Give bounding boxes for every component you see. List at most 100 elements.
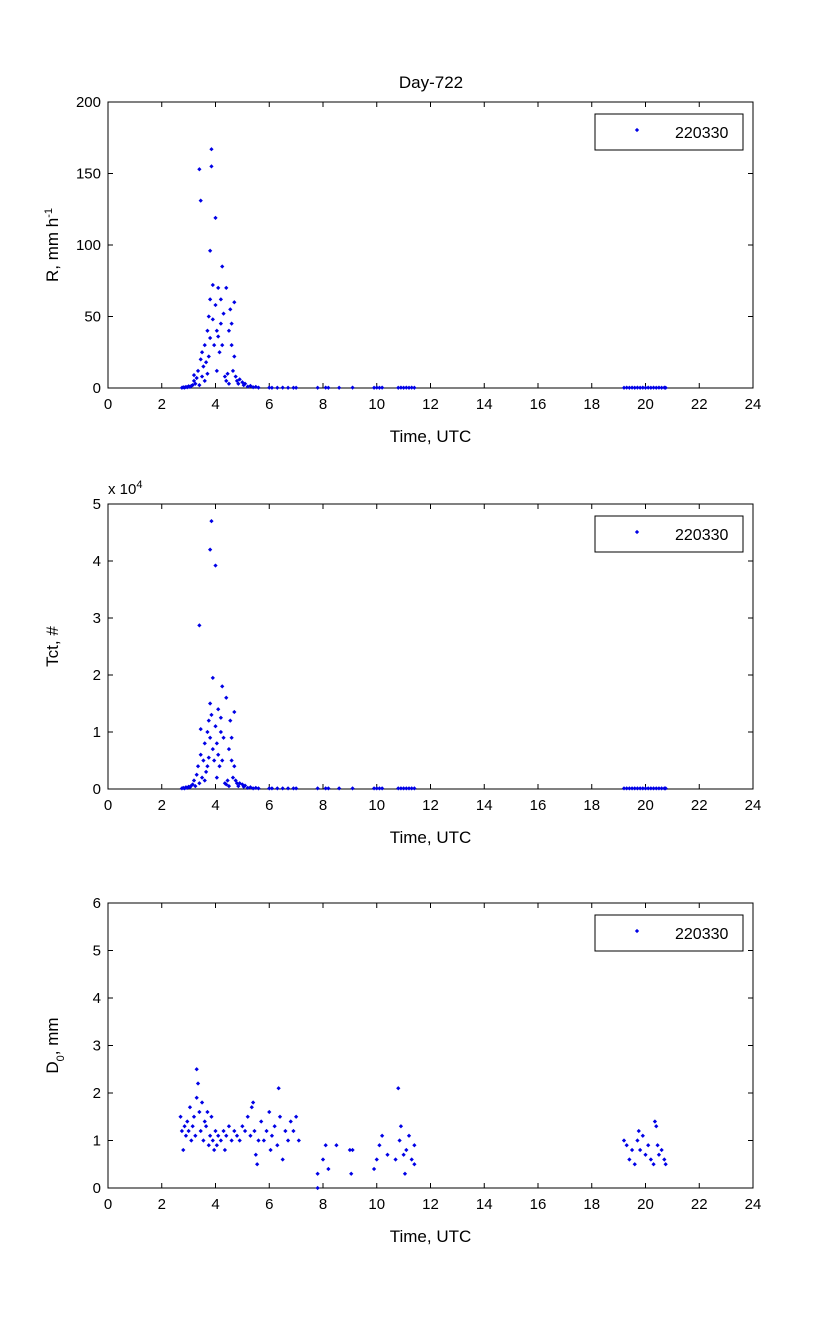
data-point <box>206 755 211 760</box>
x-tick-label: 24 <box>745 396 762 413</box>
data-point <box>643 1152 648 1157</box>
data-point <box>182 1124 187 1129</box>
data-point <box>193 784 198 789</box>
data-point <box>648 786 653 791</box>
data-point <box>197 1109 202 1115</box>
data-point <box>229 758 234 763</box>
data-point <box>412 786 417 791</box>
data-point <box>401 786 406 791</box>
data-point <box>240 1124 245 1129</box>
x-tick-label: 12 <box>422 1196 439 1213</box>
x-tick-label: 2 <box>158 396 166 413</box>
data-point <box>280 786 285 791</box>
data-point <box>217 764 222 769</box>
data-point <box>267 786 272 791</box>
data-point <box>224 285 229 291</box>
data-point <box>663 786 668 791</box>
data-point <box>202 741 207 746</box>
data-point <box>209 518 214 524</box>
data-point <box>194 375 199 381</box>
data-point <box>412 1162 417 1167</box>
data-point <box>261 1138 266 1143</box>
data-point <box>406 786 412 791</box>
data-point <box>224 782 229 787</box>
data-point <box>216 285 221 291</box>
y-tick-label: 3 <box>93 1038 101 1055</box>
y-axis-label: R, mm h-1 <box>43 208 62 282</box>
x-tick-label: 16 <box>530 1196 547 1213</box>
y-tick-label: 0 <box>93 380 101 397</box>
legend: 220330 <box>594 914 744 952</box>
legend-marker <box>634 127 640 133</box>
data-point <box>199 1100 205 1105</box>
data-point <box>214 741 219 746</box>
data-point <box>214 368 219 373</box>
data-point <box>632 385 637 390</box>
data-point <box>203 1124 209 1129</box>
x-tick-label: 16 <box>530 797 547 814</box>
data-point <box>323 1143 328 1148</box>
x-tick-label: 0 <box>104 396 112 413</box>
data-point <box>202 378 207 383</box>
x-tick-label: 20 <box>637 1196 654 1213</box>
data-point <box>208 335 213 341</box>
data-point <box>213 1128 218 1134</box>
data-point <box>401 385 406 390</box>
data-point <box>315 1171 320 1176</box>
data-point <box>208 248 213 253</box>
data-point <box>232 300 237 305</box>
data-point <box>323 786 328 791</box>
data-point <box>651 385 656 390</box>
data-point <box>229 1138 234 1143</box>
data-point <box>656 1152 662 1157</box>
data-point <box>632 1162 637 1167</box>
data-point <box>326 786 331 791</box>
data-point <box>275 1143 280 1148</box>
data-point <box>197 383 202 388</box>
y-tick-label: 1 <box>93 1133 101 1150</box>
data-point <box>326 385 331 390</box>
data-point <box>629 385 635 390</box>
x-tick-label: 14 <box>476 797 493 814</box>
data-point <box>237 1138 242 1143</box>
data-point <box>195 368 201 373</box>
data-point <box>208 735 213 740</box>
y-tick-label: 0 <box>93 1180 101 1197</box>
data-point <box>291 385 296 390</box>
x-tick-label: 14 <box>476 396 493 413</box>
data-point <box>651 1162 656 1167</box>
data-point <box>648 385 653 390</box>
x-tick-label: 24 <box>745 1196 762 1213</box>
data-point <box>659 385 664 390</box>
data-point <box>195 764 201 769</box>
data-point <box>646 786 651 791</box>
data-point <box>197 167 202 172</box>
data-point <box>404 1147 409 1153</box>
data-point <box>636 1128 641 1134</box>
data-point <box>398 1124 404 1129</box>
data-point <box>209 164 214 169</box>
data-point <box>269 385 275 390</box>
data-point <box>216 334 221 339</box>
data-point <box>198 727 203 732</box>
data-point <box>285 786 291 791</box>
data-point <box>377 1143 382 1148</box>
data-point <box>640 385 645 390</box>
data-point <box>208 547 213 552</box>
data-point <box>267 385 272 390</box>
data-point <box>374 1157 379 1162</box>
data-point <box>350 385 355 390</box>
y-tick-label: 2 <box>93 667 101 684</box>
legend: 220330 <box>594 113 744 151</box>
data-point <box>198 752 203 757</box>
data-point <box>205 729 210 735</box>
data-point <box>371 786 377 791</box>
data-point <box>179 1128 185 1134</box>
data-point <box>640 1133 645 1138</box>
data-point <box>197 623 202 628</box>
data-point <box>224 378 229 383</box>
data-point <box>226 746 232 752</box>
data-point <box>663 1162 668 1167</box>
